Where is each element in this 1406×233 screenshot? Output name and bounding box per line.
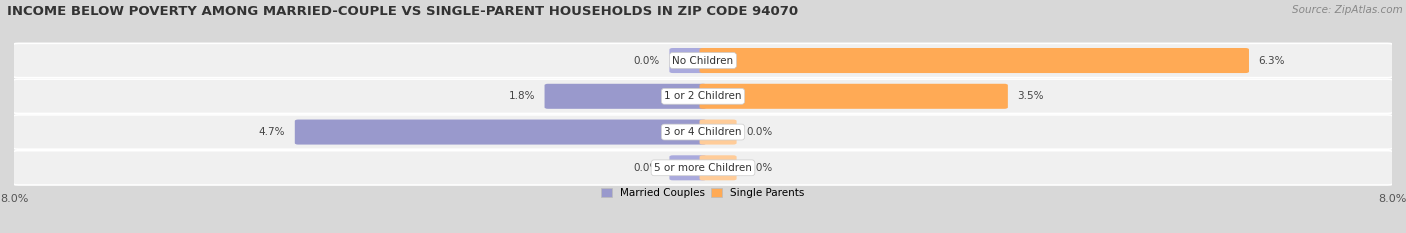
Text: 0.0%: 0.0% — [747, 163, 772, 173]
Legend: Married Couples, Single Parents: Married Couples, Single Parents — [602, 188, 804, 198]
FancyBboxPatch shape — [700, 48, 1249, 73]
Text: 0.0%: 0.0% — [634, 163, 659, 173]
Text: 6.3%: 6.3% — [1258, 55, 1285, 65]
Text: 3.5%: 3.5% — [1018, 91, 1043, 101]
Text: 4.7%: 4.7% — [259, 127, 285, 137]
FancyBboxPatch shape — [700, 120, 737, 144]
FancyBboxPatch shape — [295, 120, 706, 144]
Text: No Children: No Children — [672, 55, 734, 65]
Text: 0.0%: 0.0% — [634, 55, 659, 65]
Text: 5 or more Children: 5 or more Children — [654, 163, 752, 173]
Text: 1.8%: 1.8% — [509, 91, 536, 101]
FancyBboxPatch shape — [11, 151, 1395, 185]
Text: 3 or 4 Children: 3 or 4 Children — [664, 127, 742, 137]
FancyBboxPatch shape — [11, 115, 1395, 149]
FancyBboxPatch shape — [669, 48, 706, 73]
FancyBboxPatch shape — [544, 84, 706, 109]
Text: 0.0%: 0.0% — [747, 127, 772, 137]
Text: Source: ZipAtlas.com: Source: ZipAtlas.com — [1292, 5, 1403, 15]
Text: INCOME BELOW POVERTY AMONG MARRIED-COUPLE VS SINGLE-PARENT HOUSEHOLDS IN ZIP COD: INCOME BELOW POVERTY AMONG MARRIED-COUPL… — [7, 5, 799, 18]
FancyBboxPatch shape — [669, 155, 706, 180]
FancyBboxPatch shape — [700, 155, 737, 180]
FancyBboxPatch shape — [700, 84, 1008, 109]
FancyBboxPatch shape — [11, 43, 1395, 78]
Text: 1 or 2 Children: 1 or 2 Children — [664, 91, 742, 101]
FancyBboxPatch shape — [11, 79, 1395, 113]
